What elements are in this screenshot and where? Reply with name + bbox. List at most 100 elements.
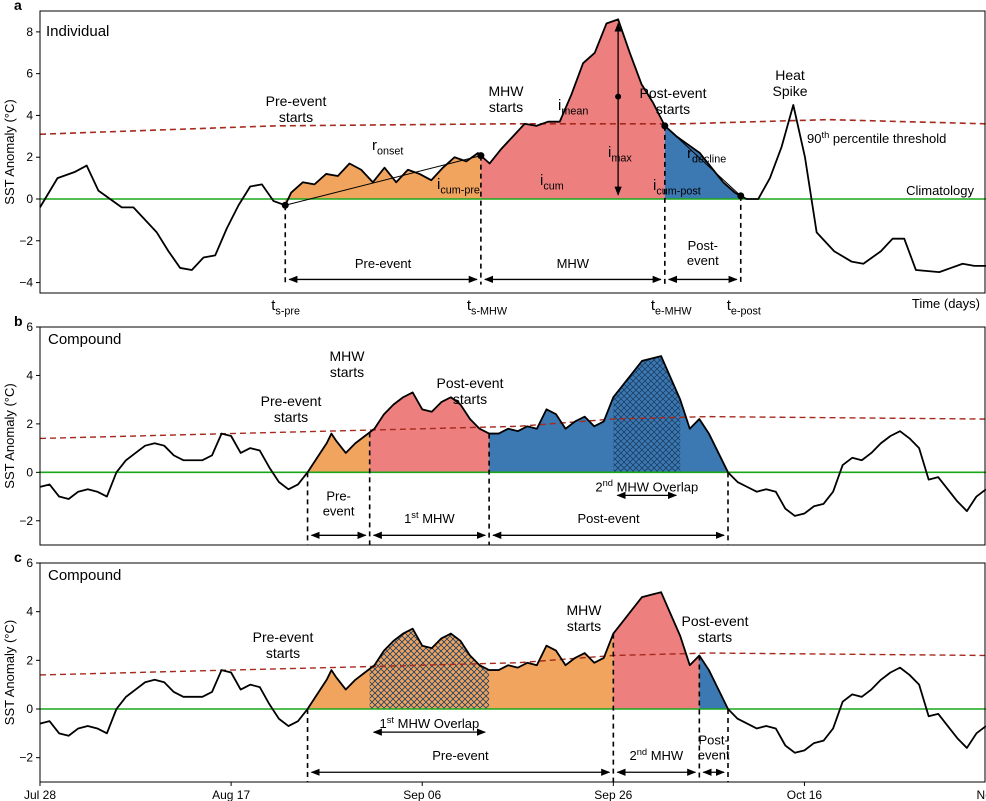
overlap-hatch: [369, 628, 490, 709]
time-marker-e-post: te-post: [727, 297, 761, 318]
mhw-starts-label-line-1: starts: [330, 364, 364, 380]
y-tick-label: 6: [26, 67, 33, 81]
segment-1st-mhw-fill: [369, 392, 490, 473]
y-tick-label: 6: [26, 556, 33, 570]
overlap-label-bg: [581, 476, 712, 497]
overlap-label: 1st MHW Overlap: [380, 715, 480, 731]
time-marker-s-pre: ts-pre: [271, 297, 300, 318]
post-event-span-label-line-1: event: [698, 748, 730, 763]
pre-event-span-label: Pre-event: [432, 748, 489, 763]
climatology-label: Climatology: [906, 183, 974, 198]
y-tick-label: 0: [26, 192, 33, 206]
pre-event-starts-label-line-1: starts: [279, 109, 313, 125]
panel-title: Compound: [48, 331, 121, 348]
pre-event-starts-label-line-1: starts: [266, 645, 300, 661]
panel-c-compound: −2 0 2 4 6 SST Anomaly (°C) c 1st MHW Overlap Pr…: [2, 549, 986, 801]
i-cum-pre-label: icum-pre: [437, 176, 480, 197]
y-tick-label: 4: [26, 368, 33, 382]
panel-frame: [39, 326, 986, 546]
post-event-starts-label-line-0: Post-event: [640, 85, 707, 101]
y-tick-label: −4: [19, 276, 33, 290]
y-axis-label: SST Anomaly (°C): [2, 383, 17, 488]
threshold-label: 90th percentile threshold: [807, 130, 946, 146]
y-tick-label: 4: [26, 605, 33, 619]
y-tick-label: 2: [26, 417, 33, 431]
post-event-starts-label-line-1: starts: [656, 101, 690, 117]
threshold-line: [39, 652, 986, 676]
r-decline-label: rdecline: [687, 145, 726, 166]
post-event-span-label-line-0: Post-: [688, 238, 718, 253]
panel-a-frame: [39, 10, 986, 294]
time-marker-s-MHW: ts-MHW: [467, 297, 508, 318]
r-decline-line: [664, 125, 742, 197]
x-tick-label: Aug 17: [212, 788, 250, 801]
i-cum-post-label: icum-post: [653, 177, 701, 198]
sst-anomaly-line: [39, 355, 986, 517]
x-tick-label: Oct 16: [787, 788, 823, 801]
panel-letter: c: [14, 549, 22, 565]
threshold-line: [39, 118, 986, 136]
x-tick-label: Sep 26: [594, 788, 632, 801]
x-tick-label: Nov 05: [977, 788, 986, 801]
post-event-starts-label-line-0: Post-event: [437, 375, 504, 391]
first-mhw-span-label: 1st MHW: [404, 510, 455, 526]
r-onset-line: [285, 155, 482, 206]
mhw-starts-label-line-1: starts: [567, 618, 601, 634]
y-tick-label: 4: [26, 108, 33, 122]
post-event-starts-label-line-0: Post-event: [682, 613, 749, 629]
panel-a-individual: −4 −2 0 2 4 6 8 SST Anomaly (°C) a Pre-event MHW Po…: [2, 0, 986, 317]
x-tick-label: Jul 28: [24, 788, 56, 801]
overlap-label: 2nd MHW Overlap: [595, 478, 698, 494]
post-event-starts-label-line-1: starts: [698, 629, 732, 645]
y-axis-label: SST Anomaly (°C): [2, 620, 17, 725]
segment-pre-event-fill: [285, 153, 481, 206]
pre-event-starts-label-line-0: Pre-event: [266, 93, 327, 109]
sst-anomaly-line: [39, 591, 986, 754]
panel-b-compound: −2 0 2 4 6 SST Anomaly (°C) b 2nd MHW Overlap Pr…: [2, 313, 986, 546]
y-tick-label: 2: [26, 653, 33, 667]
post-event-span-label: Post-event: [577, 511, 640, 526]
x-tick-label: Sep 06: [403, 788, 441, 801]
pre-event-starts-label-line-1: starts: [274, 409, 308, 425]
y-tick-label: 2: [26, 150, 33, 164]
threshold-line: [39, 415, 986, 440]
y-tick-label: 8: [26, 25, 33, 39]
y-tick-label: −2: [19, 751, 33, 765]
segment-post-event-fill: [489, 356, 728, 473]
segment-2nd-mhw-fill: [613, 592, 700, 709]
pre-event-span-label: Pre-event: [355, 256, 412, 271]
i-mean-label: imean: [558, 97, 588, 118]
post-event-span-label-line-1: event: [687, 253, 719, 268]
heat-spike-label-line-0: Heat: [775, 67, 805, 83]
heat-spike-label-line-1: Spike: [772, 83, 807, 99]
r-onset-label: ronset: [372, 137, 403, 158]
second-mhw-span-label: 2nd MHW: [629, 747, 683, 763]
pre-event-starts-label-line-0: Pre-event: [253, 629, 314, 645]
y-tick-label: −2: [19, 514, 33, 528]
panel-letter: b: [14, 313, 23, 329]
pre-event-starts-label-line-0: Pre-event: [261, 393, 322, 409]
y-tick-label: 0: [26, 702, 33, 716]
i-max-label: imax: [608, 144, 632, 165]
y-axis-label: SST Anomaly (°C): [2, 99, 17, 204]
pre-event-span-label-line-0: Pre-: [326, 489, 351, 504]
time-marker-e-MHW: te-MHW: [651, 297, 693, 318]
mhw-span-label: MHW: [557, 256, 590, 271]
y-tick-label: 0: [26, 465, 33, 479]
post-event-starts-label-line-1: starts: [453, 391, 487, 407]
panel-title: Individual: [46, 23, 109, 40]
mhw-starts-label-line-1: starts: [489, 99, 523, 115]
sst-anomaly-line: [39, 18, 986, 274]
overlap-hatch: [613, 356, 681, 473]
segment-pre-event-fill: [307, 432, 370, 473]
post-event-span-label-line-0: Post-: [698, 733, 728, 748]
mhw-starts-label-line-0: MHW: [567, 602, 603, 618]
pre-event-span-label-line-1: event: [323, 504, 355, 519]
overlap-label-bg: [364, 713, 495, 734]
panel-frame: [39, 562, 986, 783]
y-tick-label: −2: [19, 234, 33, 248]
panel-letter: a: [14, 0, 22, 13]
x-axis-label: Time (days): [912, 296, 980, 311]
i-cum-label: icum: [540, 172, 564, 193]
